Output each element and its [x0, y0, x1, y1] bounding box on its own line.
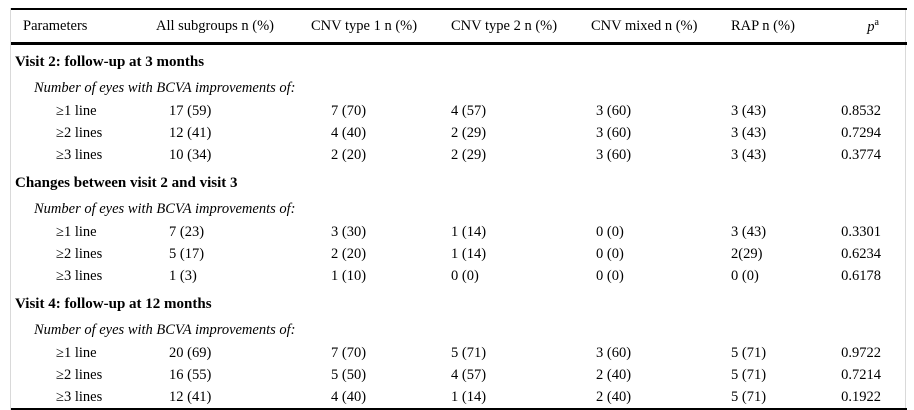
cell-cnv-mixed: 0 (0) — [596, 267, 624, 284]
section-header-visit4: Visit 4: follow-up at 12 months — [11, 287, 907, 316]
row-label: ≥2 lines — [56, 245, 103, 262]
cell-cnv-type2: 5 (71) — [451, 344, 487, 361]
section-title: Changes between visit 2 and visit 3 — [15, 175, 238, 191]
row-label: ≥3 lines — [56, 267, 103, 284]
section-subtitle: Number of eyes with BCVA improvements of… — [34, 80, 296, 96]
cell-cnv-type2: 4 (57) — [451, 102, 487, 119]
column-header-cnv-mixed: CNV mixed n (%) — [591, 9, 731, 45]
section-subtitle-visit2: Number of eyes with BCVA improvements of… — [11, 74, 907, 100]
cell-cnv-type1: 7 (70) — [331, 102, 367, 119]
section-header-visit2: Visit 2: follow-up at 3 months — [11, 44, 907, 75]
section-title: Visit 4: follow-up at 12 months — [15, 296, 212, 312]
table-header: Parameters All subgroups n (%) CNV type … — [11, 9, 907, 45]
cell-cnv-type2: 2 (29) — [451, 124, 487, 141]
cell-rap: 5 (71) — [731, 344, 767, 361]
cell-cnv-mixed: 3 (60) — [596, 124, 632, 141]
cell-rap: 5 (71) — [731, 366, 767, 383]
cell-cnv-type2: 2 (29) — [451, 146, 487, 163]
cell-rap: 0 (0) — [731, 267, 759, 284]
section-title: Visit 2: follow-up at 3 months — [15, 54, 205, 70]
cell-cnv-type1: 3 (30) — [331, 223, 367, 240]
cell-p-value: 0.1922 — [841, 388, 881, 405]
column-header-p-value: pa — [839, 9, 907, 45]
section-header-visit2-visit3: Changes between visit 2 and visit 3 — [11, 166, 907, 195]
cell-cnv-mixed: 2 (40) — [596, 388, 632, 405]
row-label: ≥3 lines — [56, 388, 103, 405]
table-body: Visit 2: follow-up at 3 months Number of… — [11, 44, 907, 410]
p-footnote-marker: a — [874, 16, 879, 28]
table-row: ≥3 lines 10 (34) 2 (20) 2 (29) 3 (60) 3 … — [11, 144, 907, 166]
cell-cnv-type1: 5 (50) — [331, 366, 367, 383]
cell-cnv-mixed: 0 (0) — [596, 223, 624, 240]
table-row: ≥3 lines 1 (3) 1 (10) 0 (0) 0 (0) 0 (0) … — [11, 265, 907, 287]
row-label: ≥1 line — [56, 102, 97, 119]
cell-rap: 3 (43) — [731, 146, 767, 163]
cell-cnv-type2: 1 (14) — [451, 223, 487, 240]
cell-all-subgroups: 20 (69) — [169, 344, 212, 361]
cell-rap: 3 (43) — [731, 124, 767, 141]
table-row: ≥1 line 7 (23) 3 (30) 1 (14) 0 (0) 3 (43… — [11, 221, 907, 243]
cell-all-subgroups: 1 (3) — [169, 267, 197, 284]
cell-rap: 2(29) — [731, 245, 763, 262]
cell-cnv-type1: 2 (20) — [331, 146, 367, 163]
row-label: ≥2 lines — [56, 366, 103, 383]
cell-p-value: 0.6178 — [841, 267, 881, 284]
cell-cnv-type2: 1 (14) — [451, 245, 487, 262]
cell-cnv-mixed: 3 (60) — [596, 102, 632, 119]
cell-p-value: 0.3774 — [841, 146, 881, 163]
section-subtitle-visit4: Number of eyes with BCVA improvements of… — [11, 316, 907, 342]
header-row: Parameters All subgroups n (%) CNV type … — [11, 9, 907, 45]
cell-all-subgroups: 10 (34) — [169, 146, 212, 163]
cell-cnv-type1: 1 (10) — [331, 267, 367, 284]
column-header-cnv-type2: CNV type 2 n (%) — [451, 9, 591, 45]
table-row: ≥3 lines 12 (41) 4 (40) 1 (14) 2 (40) 5 … — [11, 386, 907, 409]
table-row: ≥2 lines 12 (41) 4 (40) 2 (29) 3 (60) 3 … — [11, 122, 907, 144]
cell-cnv-mixed: 3 (60) — [596, 146, 632, 163]
cell-all-subgroups: 12 (41) — [169, 388, 212, 405]
cell-p-value: 0.9722 — [841, 344, 881, 361]
row-label: ≥2 lines — [56, 124, 103, 141]
cell-cnv-type1: 7 (70) — [331, 344, 367, 361]
cell-cnv-type2: 1 (14) — [451, 388, 487, 405]
cell-cnv-type1: 4 (40) — [331, 388, 367, 405]
column-header-parameters: Parameters — [11, 9, 156, 45]
row-label: ≥1 line — [56, 223, 97, 240]
cell-all-subgroups: 17 (59) — [169, 102, 212, 119]
cell-cnv-type2: 0 (0) — [451, 267, 479, 284]
cell-all-subgroups: 12 (41) — [169, 124, 212, 141]
bcva-improvements-table: Parameters All subgroups n (%) CNV type … — [11, 8, 907, 410]
cell-cnv-mixed: 2 (40) — [596, 366, 632, 383]
cell-p-value: 0.7214 — [841, 366, 881, 383]
results-table-container: Parameters All subgroups n (%) CNV type … — [10, 8, 907, 410]
cell-rap: 3 (43) — [731, 223, 767, 240]
table-row: ≥2 lines 16 (55) 5 (50) 4 (57) 2 (40) 5 … — [11, 364, 907, 386]
cell-all-subgroups: 16 (55) — [169, 366, 212, 383]
section-subtitle: Number of eyes with BCVA improvements of… — [34, 201, 296, 217]
cell-p-value: 0.7294 — [841, 124, 881, 141]
column-header-all-subgroups: All subgroups n (%) — [156, 9, 311, 45]
table-row: ≥2 lines 5 (17) 2 (20) 1 (14) 0 (0) 2(29… — [11, 243, 907, 265]
cell-all-subgroups: 5 (17) — [169, 245, 205, 262]
section-subtitle: Number of eyes with BCVA improvements of… — [34, 322, 296, 338]
cell-cnv-type2: 4 (57) — [451, 366, 487, 383]
p-symbol: p — [867, 18, 875, 35]
column-header-cnv-type1: CNV type 1 n (%) — [311, 9, 451, 45]
table-row: ≥1 line 20 (69) 7 (70) 5 (71) 3 (60) 5 (… — [11, 342, 907, 364]
cell-rap: 5 (71) — [731, 388, 767, 405]
cell-rap: 3 (43) — [731, 102, 767, 119]
row-label: ≥3 lines — [56, 146, 103, 163]
cell-p-value: 0.3301 — [841, 223, 881, 240]
cell-cnv-type1: 4 (40) — [331, 124, 367, 141]
table-row: ≥1 line 17 (59) 7 (70) 4 (57) 3 (60) 3 (… — [11, 100, 907, 122]
column-header-rap: RAP n (%) — [731, 9, 839, 45]
cell-all-subgroups: 7 (23) — [169, 223, 205, 240]
cell-p-value: 0.8532 — [841, 102, 881, 119]
section-subtitle-visit2-visit3: Number of eyes with BCVA improvements of… — [11, 195, 907, 221]
cell-p-value: 0.6234 — [841, 245, 881, 262]
cell-cnv-mixed: 3 (60) — [596, 344, 632, 361]
cell-cnv-mixed: 0 (0) — [596, 245, 624, 262]
row-label: ≥1 line — [56, 344, 97, 361]
cell-cnv-type1: 2 (20) — [331, 245, 367, 262]
